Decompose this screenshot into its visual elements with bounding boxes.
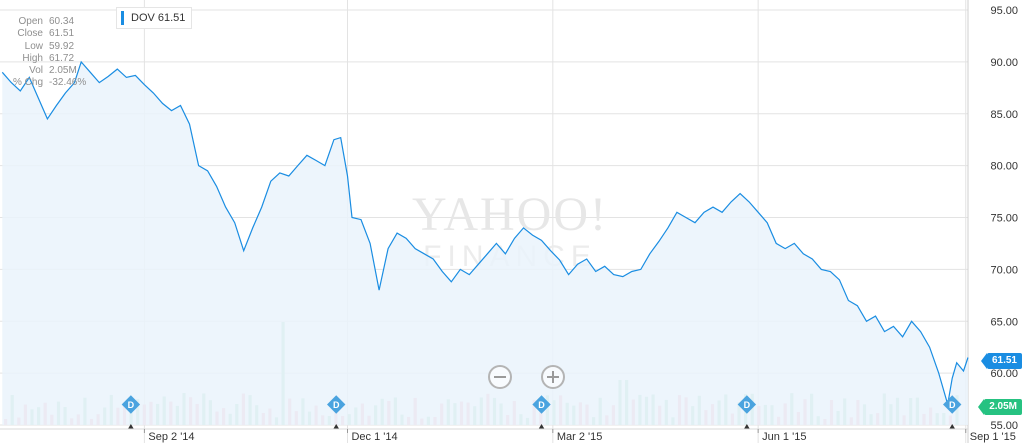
ohlc-value: 61.51 <box>49 28 75 40</box>
legend-label: DOV 61.51 <box>131 12 186 24</box>
x-tick-label: Jun 1 '15 <box>762 431 806 443</box>
dividend-label: D <box>538 400 545 410</box>
zoom-in-icon[interactable] <box>541 365 565 389</box>
ohlc-row: % Chg -32.46% <box>2 77 86 89</box>
dividend-diamond <box>737 395 757 414</box>
dividend-diamond <box>121 395 141 414</box>
dividend-tick <box>949 424 956 429</box>
dividend-label: D <box>949 400 956 410</box>
y-tick-label: 90.00 <box>990 57 1018 69</box>
ohlc-key: Open <box>18 16 43 27</box>
dividend-label: D <box>333 400 340 410</box>
price-line <box>1 60 969 405</box>
ohlc-panel: Open 60.34 Close 61.51 Low 59.92 High 61.72 Vol 2… <box>2 16 86 90</box>
y-axis: 55.00 60.00 65.00 70.00 75.00 80.00 85.00 90.00… <box>990 5 1018 432</box>
dividend-marker-icon: D <box>532 395 551 429</box>
dividend-label: D <box>128 400 135 410</box>
y-tick-label: 85.00 <box>990 109 1018 121</box>
dividend-marker-icon: D <box>327 395 346 429</box>
ohlc-key: Vol <box>29 65 43 77</box>
x-tick-label: Dec 1 '14 <box>351 431 397 443</box>
ohlc-value: 2.05M <box>49 65 77 77</box>
ohlc-key: Close <box>17 28 43 40</box>
x-tick-label: Mar 2 '15 <box>557 431 603 443</box>
ohlc-key: High <box>22 52 43 64</box>
dividend-marker-icon: D <box>943 395 962 429</box>
dividend-tick <box>127 424 134 429</box>
dividend-diamond <box>327 395 346 414</box>
ohlc-value: 59.92 <box>49 40 75 52</box>
x-tick-label: Sep 2 '14 <box>148 431 194 443</box>
ohlc-value: 60.34 <box>49 16 75 27</box>
dividend-tick <box>333 424 340 429</box>
dividend-label: D <box>744 400 751 410</box>
y-tick-label: 75.00 <box>990 213 1018 225</box>
price-tag: 61.51 <box>980 353 1022 369</box>
ohlc-row: Open 60.34 <box>2 16 86 28</box>
ohlc-value: 61.72 <box>49 52 75 64</box>
ohlc-row: High 61.72 <box>2 53 86 65</box>
ohlc-row: Low 59.92 <box>2 41 86 53</box>
y-tick-label: 70.00 <box>990 264 1018 276</box>
y-tick-label: 95.00 <box>990 5 1018 17</box>
dividend-tick <box>538 424 545 429</box>
y-tick-label: 55.00 <box>990 420 1018 432</box>
price-area <box>2 61 969 426</box>
y-tick-label: 60.00 <box>990 368 1018 380</box>
watermark-line1: YAHOO! <box>412 188 608 241</box>
ohlc-key: % Chg <box>12 77 43 89</box>
series-legend[interactable]: DOV 61.51 <box>116 7 193 29</box>
legend-swatch <box>121 11 124 25</box>
x-tick-label: Sep 1 '15 <box>970 431 1016 443</box>
ohlc-value: -32.46% <box>49 77 87 89</box>
dividend-diamond <box>532 395 551 414</box>
x-axis: Sep 2 '14 Dec 1 '14 Mar 2 '15 Jun 1 '15 Sep … <box>0 428 1016 443</box>
dividend-marker-icon: D <box>737 395 757 429</box>
dividend-diamond <box>943 395 962 414</box>
ohlc-row: Close 61.51 <box>2 28 86 40</box>
dividend-marker-icon: D <box>121 395 141 429</box>
ohlc-key: Low <box>24 40 43 52</box>
dividend-tick <box>743 424 750 429</box>
ohlc-row: Vol 2.05M <box>2 65 86 77</box>
y-tick-label: 65.00 <box>990 316 1018 328</box>
volume-tag: 2.05M <box>978 399 1022 415</box>
y-tick-label: 80.00 <box>990 161 1018 173</box>
zoom-out-icon[interactable] <box>488 365 512 389</box>
